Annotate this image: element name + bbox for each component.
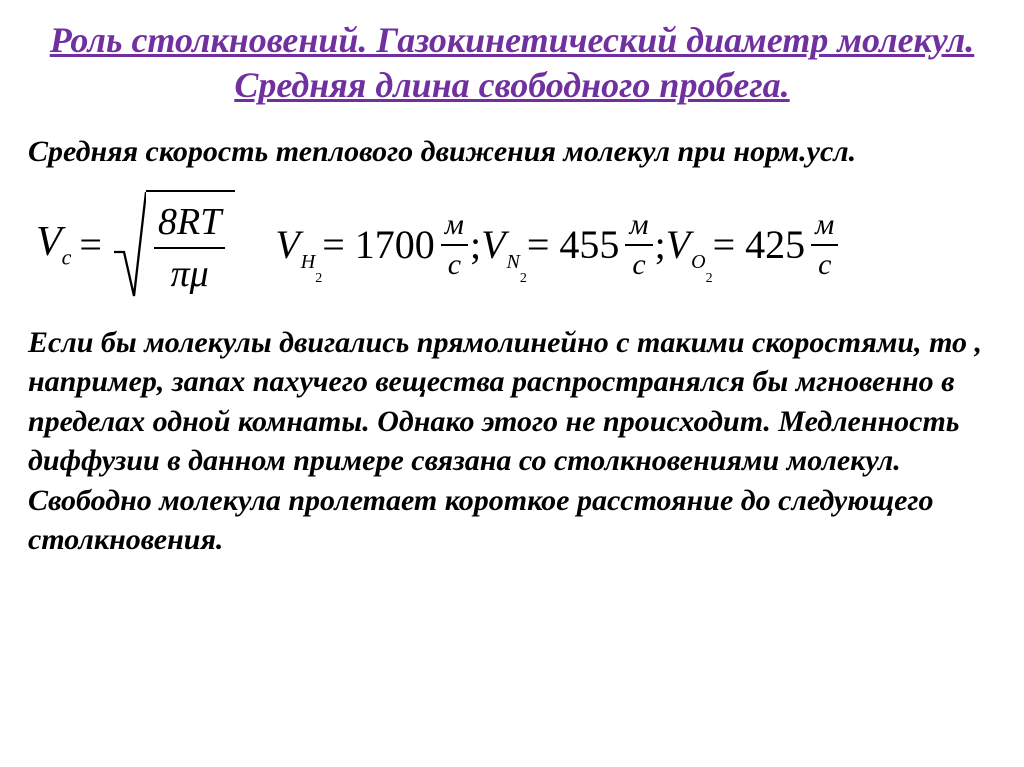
- radicand: 8RT πμ: [146, 190, 235, 300]
- speed-values: VH2 = 1700 м с ; VN2 = 455 м: [275, 208, 838, 282]
- var-sub-c: c: [62, 245, 72, 270]
- equals-sign: =: [713, 221, 736, 268]
- semicolon: ;: [655, 221, 666, 268]
- var-V: V: [36, 219, 62, 265]
- equals-sign: =: [527, 221, 550, 268]
- speed-o2: VO2 = 425 м с: [666, 208, 839, 282]
- lhs-variable: Vc: [36, 218, 71, 270]
- slide-title: Роль столкновений. Газокинетический диам…: [28, 18, 996, 108]
- unit-ms: м с: [625, 208, 652, 282]
- var-VO2: VO2: [666, 221, 713, 268]
- fraction-numerator: 8RT: [154, 201, 225, 243]
- var-VN2: VN2: [481, 221, 527, 268]
- radical-sign-icon: [112, 190, 146, 300]
- fraction-denominator: πμ: [167, 253, 213, 295]
- square-root: 8RT πμ: [112, 190, 235, 300]
- value-h2: 1700: [355, 221, 435, 268]
- semicolon: ;: [470, 221, 481, 268]
- equals-sign: =: [79, 221, 102, 268]
- mean-speed-formula: Vc = 8RT πμ: [36, 185, 235, 305]
- unit-ms: м с: [441, 208, 468, 282]
- equals-sign: =: [322, 221, 345, 268]
- value-n2: 455: [559, 221, 619, 268]
- slide: Роль столкновений. Газокинетический диам…: [0, 0, 1024, 767]
- unit-ms: м с: [811, 208, 838, 282]
- fraction-bar: [154, 247, 225, 249]
- intro-paragraph: Средняя скорость теплового движения моле…: [28, 132, 996, 173]
- var-VH2: VH2: [275, 221, 322, 268]
- fraction: 8RT πμ: [154, 201, 225, 295]
- value-o2: 425: [745, 221, 805, 268]
- speed-h2: VH2 = 1700 м с ;: [275, 208, 481, 282]
- formula-row: Vc = 8RT πμ: [36, 185, 996, 305]
- body-paragraph: Если бы молекулы двигались прямолинейно …: [28, 323, 996, 561]
- speed-n2: VN2 = 455 м с ;: [481, 208, 666, 282]
